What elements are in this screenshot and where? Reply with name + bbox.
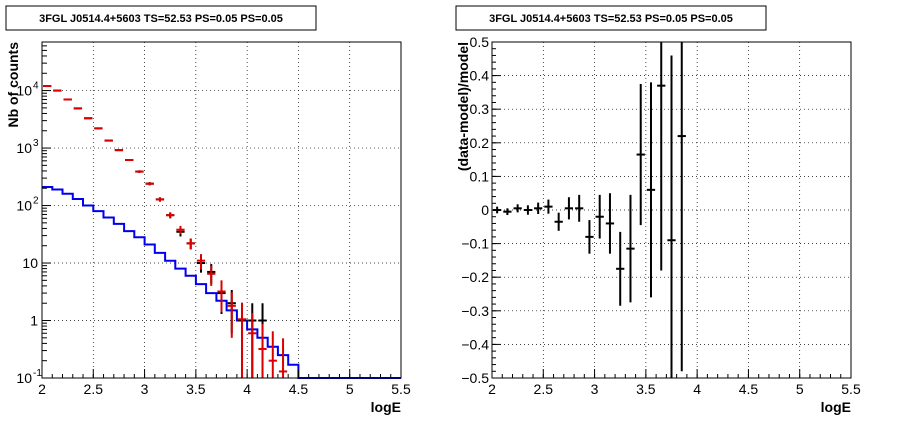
model-count-point	[155, 197, 165, 202]
model-count-point	[135, 170, 144, 173]
residual-point	[534, 202, 543, 215]
counts-grid	[42, 42, 401, 378]
model-count-point	[278, 338, 288, 378]
residuals-x-tick-label: 3	[591, 381, 599, 397]
residuals-chart-title: 3FGL J0514.4+5603 TS=52.53 PS=0.05 PS=0.…	[489, 13, 733, 25]
residuals-x-tick-label: 4.5	[739, 381, 759, 397]
counts-y-axis-label: Nb of counts	[5, 42, 21, 128]
model-count-point	[84, 117, 93, 120]
residual-point	[595, 194, 604, 239]
counts-x-tick-label: 5	[346, 381, 354, 397]
residuals-x-tick-label: 2	[488, 381, 496, 397]
model-count-point	[227, 292, 236, 338]
model-count-point	[94, 127, 103, 130]
residual-point	[564, 197, 574, 220]
model-count-point	[217, 280, 226, 313]
residuals-grid	[492, 42, 851, 378]
counts-y-tick-exponent: 2	[33, 196, 39, 207]
residuals-x-axis: 2 2.5 3 3.5 4 4.5 5 5.5	[488, 369, 861, 397]
residuals-y-tick-label: 0.2	[470, 135, 490, 151]
residual-point	[636, 84, 645, 226]
residuals-y-tick-label: 0	[481, 202, 489, 218]
residuals-series	[493, 42, 686, 378]
model-count-point	[125, 158, 134, 162]
counts-x-tick-label: 3.5	[186, 381, 206, 397]
counts-y-tick-exponent: 3	[33, 138, 39, 149]
model-count-point	[73, 107, 83, 110]
residuals-y-tick-label: −0.3	[461, 303, 489, 319]
residual-point	[667, 55, 676, 378]
counts-y-tick-label: 10	[16, 83, 32, 99]
residuals-y-tick-label: 0.4	[470, 68, 490, 84]
model-count-point	[258, 323, 267, 378]
residual-point	[616, 231, 625, 306]
residuals-y-tick-label: 0.5	[470, 34, 490, 50]
counts-x-tick-label: 4	[243, 381, 251, 397]
counts-y-tick-label: 10	[16, 370, 32, 386]
residual-point	[503, 208, 512, 216]
model-count-point	[268, 331, 277, 378]
counts-x-tick-label: 3	[141, 381, 149, 397]
counts-x-axis: 2 2.5 3 3.5 4 4.5 5 5.5	[38, 369, 411, 397]
counts-plot-frame	[41, 41, 402, 379]
model-count-point	[237, 302, 247, 378]
residuals-x-tick-label: 5.5	[841, 381, 861, 397]
residuals-x-tick-label: 4	[693, 381, 701, 397]
residual-point	[657, 42, 666, 271]
model-count-point	[248, 313, 257, 378]
residuals-x-axis-label: logE	[821, 399, 851, 415]
counts-x-tick-label: 2.5	[84, 381, 104, 397]
counts-y-tick-label: 10	[22, 255, 38, 271]
model-count-point	[207, 265, 216, 286]
residual-point	[523, 205, 533, 215]
model-count-point	[166, 212, 175, 219]
residual-point	[677, 42, 686, 372]
residuals-title-box	[455, 5, 767, 31]
residuals-y-tick-label: 0.1	[470, 168, 490, 184]
model-count-point	[196, 254, 206, 270]
residual-point	[646, 82, 656, 298]
model-count-point	[63, 98, 72, 101]
residual-point	[513, 204, 522, 213]
residuals-y-tick-label: 0.3	[470, 101, 490, 117]
model-count-point	[145, 182, 154, 186]
counts-y-tick-label: 1	[30, 313, 38, 329]
model-count-point	[104, 139, 113, 142]
residuals-y-tick-label: −0.5	[461, 370, 489, 386]
counts-x-tick-label: 4.5	[289, 381, 309, 397]
residuals-y-tick-label: −0.2	[461, 269, 489, 285]
residuals-y-axis-label: (data-model)/model	[455, 42, 471, 171]
residual-point	[585, 220, 594, 254]
counts-y-tick-label: 10	[16, 198, 32, 214]
residuals-x-tick-label: 3.5	[636, 381, 656, 397]
counts-x-tick-label: 5.5	[391, 381, 411, 397]
residuals-y-tick-label: −0.1	[461, 236, 489, 252]
residual-point	[554, 212, 563, 231]
model-count-point	[186, 238, 195, 250]
residuals-x-tick-label: 2.5	[534, 381, 554, 397]
counts-x-tick-label: 2	[38, 381, 46, 397]
model-count-point	[114, 149, 124, 152]
residuals-panel: 2 2.5 3 3.5 4 4.5 5 5.5 −0.5 −0.4 −0.3 −0.2 −0.1 0 0.…	[455, 5, 861, 415]
residual-point	[544, 199, 553, 214]
residual-point	[575, 194, 584, 222]
residual-point	[626, 194, 635, 303]
counts-y-tick-label: 10	[16, 140, 32, 156]
residuals-y-tick-label: −0.4	[461, 336, 489, 352]
counts-title-box	[5, 5, 317, 31]
counts-chart-title: 3FGL J0514.4+5603 TS=52.53 PS=0.05 PS=0.…	[39, 13, 283, 25]
residual-point	[605, 193, 615, 254]
model-count-point	[176, 225, 185, 235]
residuals-x-tick-label: 5	[796, 381, 804, 397]
counts-x-axis-label: logE	[371, 399, 401, 415]
residuals-y-axis: −0.5 −0.4 −0.3 −0.2 −0.1 0 0.1 0.2 0.3 0.4 0.5	[461, 34, 501, 386]
counts-series	[42, 85, 401, 379]
counts-y-tick-exponent: -1	[33, 368, 42, 379]
counts-y-tick-exponent: 4	[33, 81, 39, 92]
